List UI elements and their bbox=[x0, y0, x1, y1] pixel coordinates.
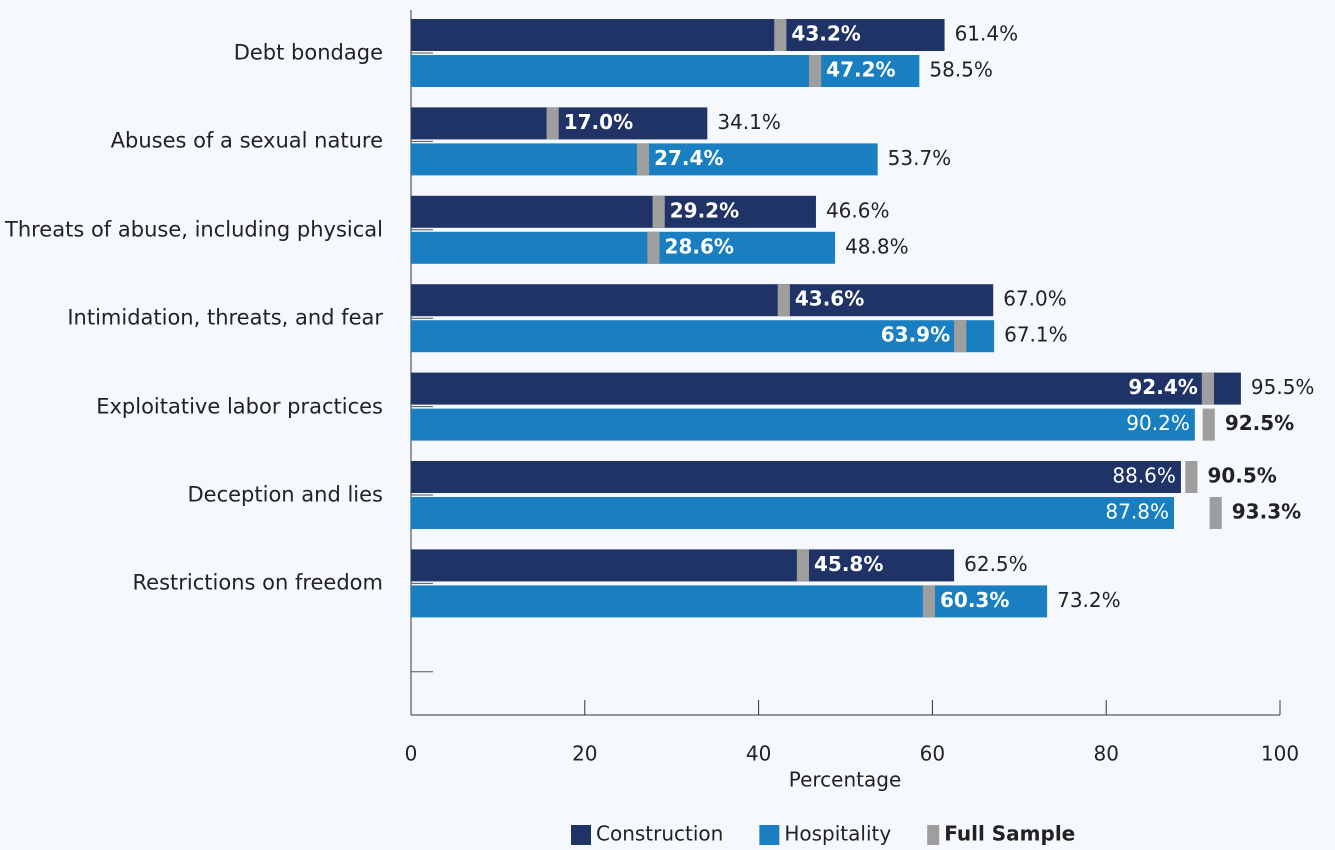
value-label: 53.7% bbox=[888, 146, 952, 170]
x-tick-label: 80 bbox=[1093, 742, 1118, 766]
bar bbox=[411, 107, 708, 140]
value-label: 62.5% bbox=[964, 552, 1028, 576]
bar bbox=[411, 461, 1181, 493]
full-sample-marker bbox=[809, 55, 822, 87]
legend-swatch bbox=[927, 825, 940, 845]
full-sample-label: 45.8% bbox=[814, 552, 883, 576]
category-label: Abuses of a sexual nature bbox=[110, 128, 383, 153]
full-sample-marker bbox=[546, 107, 559, 140]
value-label: 90.2% bbox=[1126, 411, 1190, 435]
full-sample-label: 60.3% bbox=[940, 588, 1009, 612]
full-sample-marker bbox=[1201, 372, 1214, 405]
full-sample-marker bbox=[796, 549, 810, 582]
bar bbox=[411, 549, 955, 582]
value-label: 46.6% bbox=[826, 198, 890, 222]
full-sample-label: 63.9% bbox=[881, 323, 950, 347]
bar bbox=[411, 55, 920, 87]
category-label: Restrictions on freedom bbox=[132, 570, 383, 595]
full-sample-marker bbox=[922, 585, 936, 618]
bar bbox=[411, 284, 994, 317]
x-tick-label: 40 bbox=[746, 742, 771, 766]
value-label: 95.5% bbox=[1251, 375, 1315, 399]
legend-label: Hospitality bbox=[784, 822, 891, 846]
full-sample-marker bbox=[647, 231, 660, 264]
full-sample-label: 43.6% bbox=[795, 287, 864, 311]
value-label: 48.8% bbox=[845, 234, 909, 258]
full-sample-marker bbox=[636, 143, 650, 176]
full-sample-marker bbox=[1185, 461, 1198, 493]
full-sample-label: 90.5% bbox=[1207, 464, 1276, 488]
full-sample-label: 29.2% bbox=[670, 198, 739, 222]
full-sample-marker bbox=[1202, 408, 1215, 441]
legend-label: Construction bbox=[596, 822, 723, 846]
full-sample-label: 47.2% bbox=[826, 58, 895, 82]
value-label: 61.4% bbox=[955, 22, 1019, 46]
full-sample-label: 28.6% bbox=[665, 234, 734, 258]
legend-label: Full Sample bbox=[944, 822, 1075, 846]
category-label: Threats of abuse, including physical bbox=[5, 217, 383, 242]
full-sample-label: 93.3% bbox=[1232, 500, 1301, 524]
bar bbox=[411, 408, 1195, 441]
full-sample-marker bbox=[652, 195, 665, 228]
value-label: 67.1% bbox=[1004, 323, 1068, 347]
bar bbox=[411, 195, 816, 228]
x-tick-label: 0 bbox=[405, 742, 418, 766]
category-label: Debt bondage bbox=[233, 40, 383, 65]
full-sample-label: 17.0% bbox=[564, 110, 633, 134]
x-axis-title: Percentage bbox=[789, 768, 902, 792]
full-sample-marker bbox=[1209, 497, 1222, 529]
value-label: 73.2% bbox=[1057, 588, 1121, 612]
full-sample-label: 92.5% bbox=[1225, 411, 1294, 435]
full-sample-marker bbox=[954, 320, 967, 353]
full-sample-marker bbox=[777, 284, 790, 317]
full-sample-label: 27.4% bbox=[654, 146, 723, 170]
x-tick-label: 60 bbox=[920, 742, 945, 766]
full-sample-label: 43.2% bbox=[791, 22, 860, 46]
value-label: 87.8% bbox=[1105, 500, 1169, 524]
legend-swatch bbox=[759, 825, 780, 845]
category-label: Exploitative labor practices bbox=[96, 394, 383, 419]
value-label: 34.1% bbox=[717, 110, 781, 134]
category-label: Intimidation, threats, and fear bbox=[67, 305, 383, 330]
value-label: 58.5% bbox=[929, 58, 993, 82]
bar bbox=[411, 19, 945, 51]
bar bbox=[411, 497, 1174, 529]
full-sample-marker bbox=[774, 19, 787, 51]
bar bbox=[411, 231, 836, 264]
category-label: Deception and lies bbox=[187, 482, 383, 507]
value-label: 88.6% bbox=[1112, 464, 1176, 488]
bar bbox=[411, 320, 995, 353]
x-tick-label: 100 bbox=[1261, 742, 1299, 766]
legend-swatch bbox=[571, 825, 591, 845]
value-label: 67.0% bbox=[1003, 287, 1067, 311]
bar bbox=[411, 372, 1241, 405]
x-tick-label: 20 bbox=[572, 742, 597, 766]
bar bbox=[411, 585, 1048, 618]
full-sample-label: 92.4% bbox=[1128, 375, 1197, 399]
